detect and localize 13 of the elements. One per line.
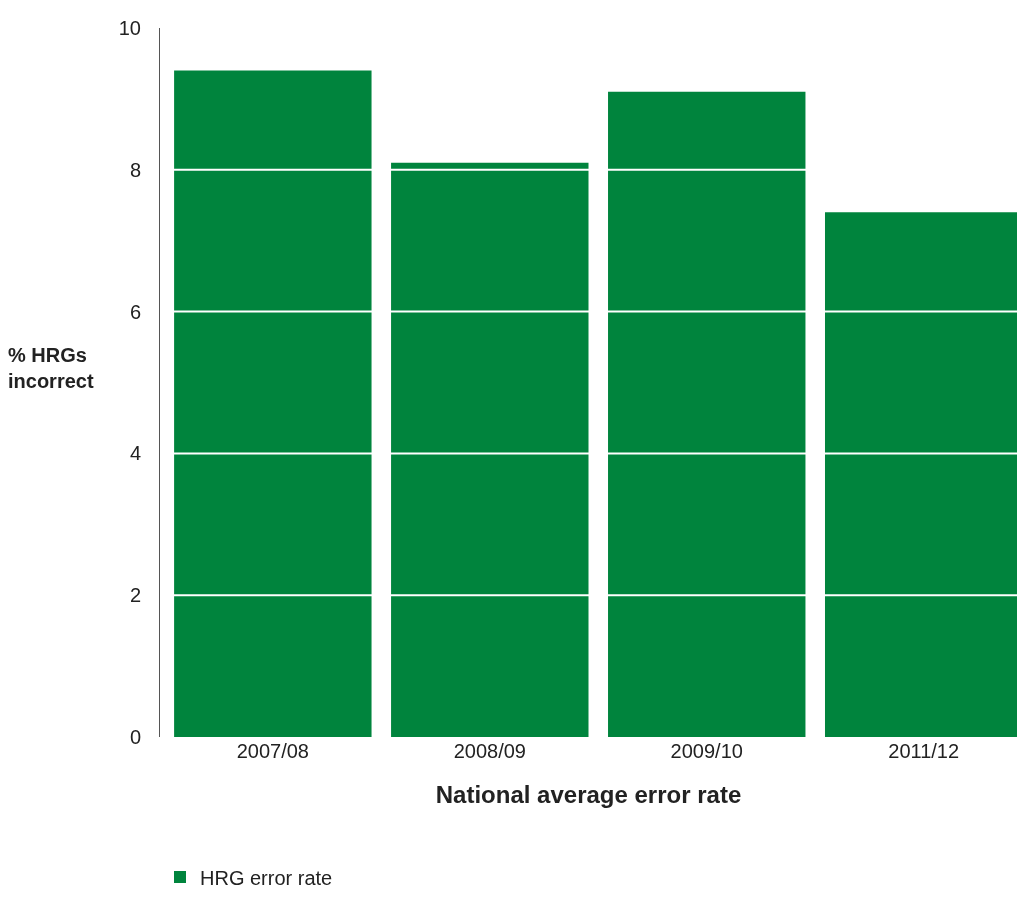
y-tick-label: 6: [129, 300, 141, 323]
y-tick-label: 4: [129, 442, 141, 465]
y-tick-label: 0: [129, 726, 141, 748]
x-axis-title: National average error rate: [435, 781, 742, 809]
x-tick-label: 2011/12: [888, 740, 960, 762]
y-tick-label: 2: [129, 584, 141, 607]
y-tick-label: 8: [129, 158, 141, 181]
y-tick-label: 10: [118, 17, 141, 39]
x-tick-label: 2008/09: [453, 740, 526, 762]
x-tick-label: 2009/10: [670, 740, 743, 762]
y-axis-title: % HRGs incorrect: [8, 344, 94, 392]
legend-label: HRG error rate: [200, 866, 333, 889]
x-tick-label: 2007/08: [236, 740, 309, 762]
